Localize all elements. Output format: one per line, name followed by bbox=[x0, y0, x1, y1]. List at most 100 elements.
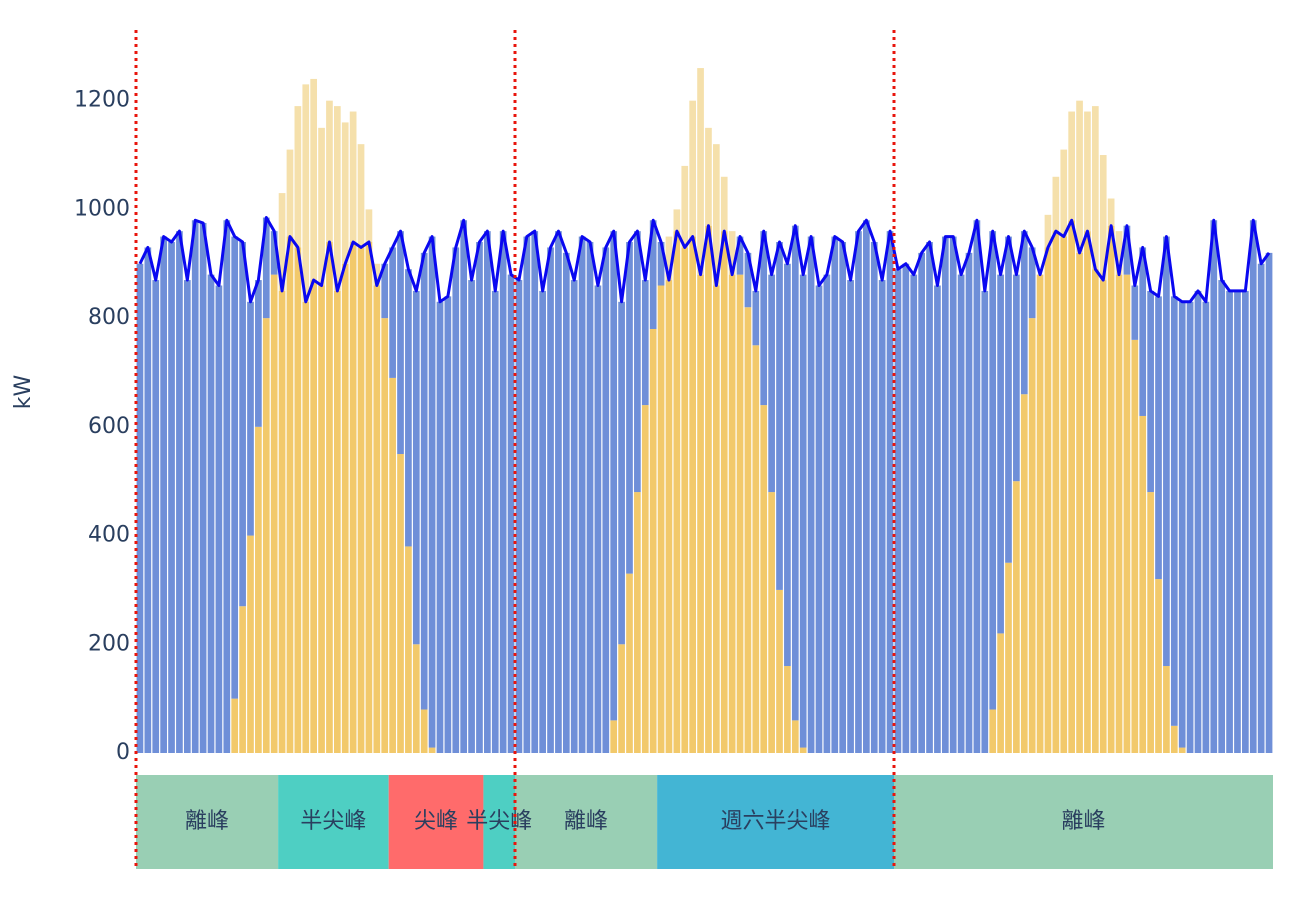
bar bbox=[1084, 111, 1091, 232]
bar bbox=[333, 290, 341, 753]
bar bbox=[752, 345, 760, 753]
bar bbox=[1249, 220, 1257, 753]
bar bbox=[1131, 339, 1139, 753]
bar bbox=[918, 252, 925, 753]
bar bbox=[1163, 666, 1170, 753]
load-line bbox=[138, 216, 1271, 304]
period-band bbox=[388, 775, 484, 869]
bar bbox=[776, 242, 783, 590]
bar bbox=[349, 111, 357, 243]
bar bbox=[1013, 274, 1020, 482]
bar bbox=[547, 247, 554, 753]
bar bbox=[1107, 198, 1115, 226]
bar bbox=[736, 236, 744, 275]
bar bbox=[649, 328, 657, 753]
y-tick-label: 200 bbox=[88, 631, 130, 656]
bar bbox=[1139, 247, 1147, 416]
bar bbox=[1123, 225, 1131, 275]
bar bbox=[681, 247, 689, 753]
bar bbox=[839, 242, 847, 754]
bar bbox=[1139, 415, 1147, 753]
bar bbox=[515, 280, 523, 753]
bar bbox=[989, 709, 997, 753]
bar bbox=[294, 106, 302, 248]
bar bbox=[618, 644, 625, 753]
bar bbox=[207, 274, 215, 753]
bar bbox=[420, 709, 428, 753]
bar bbox=[1091, 106, 1099, 270]
bar bbox=[468, 280, 475, 753]
bar bbox=[1163, 236, 1170, 667]
y-tick-label: 0 bbox=[116, 740, 130, 765]
bar bbox=[902, 263, 910, 753]
bar bbox=[420, 252, 428, 710]
bar bbox=[160, 236, 167, 754]
bar bbox=[1044, 247, 1052, 753]
bar bbox=[626, 242, 633, 574]
bar bbox=[562, 252, 570, 753]
bar bbox=[752, 290, 760, 346]
y-tick-label: 1000 bbox=[74, 196, 130, 221]
bar bbox=[791, 225, 799, 721]
bar bbox=[973, 220, 981, 753]
period-band bbox=[483, 775, 515, 869]
bar bbox=[1131, 285, 1139, 340]
y-tick-label: 400 bbox=[88, 523, 130, 548]
bar bbox=[349, 242, 357, 754]
bar bbox=[247, 535, 254, 753]
bar bbox=[1123, 274, 1131, 753]
bar bbox=[223, 220, 231, 753]
bar bbox=[1147, 290, 1154, 493]
bar bbox=[768, 492, 775, 753]
bar bbox=[199, 222, 207, 753]
bar bbox=[965, 252, 973, 753]
bar bbox=[886, 231, 894, 753]
bar bbox=[389, 247, 396, 378]
bar bbox=[949, 236, 957, 754]
bar bbox=[389, 377, 396, 753]
period-label: 尖峰 bbox=[414, 809, 458, 834]
bar bbox=[1099, 155, 1107, 281]
bar bbox=[815, 285, 823, 753]
bar bbox=[1234, 290, 1241, 753]
bar bbox=[736, 274, 744, 753]
bar bbox=[697, 68, 704, 275]
bar bbox=[523, 236, 531, 754]
bar bbox=[649, 220, 657, 329]
bar bbox=[697, 274, 704, 753]
bar bbox=[657, 242, 665, 286]
bar bbox=[491, 290, 499, 753]
bar bbox=[689, 236, 697, 754]
bar bbox=[239, 606, 246, 753]
bar bbox=[294, 247, 302, 753]
bar bbox=[373, 263, 381, 286]
bar bbox=[1060, 149, 1068, 237]
bar bbox=[341, 122, 349, 264]
bar bbox=[176, 231, 183, 753]
bar bbox=[555, 231, 562, 753]
bar bbox=[728, 274, 736, 753]
bar bbox=[452, 247, 460, 753]
bar bbox=[705, 127, 712, 226]
bar bbox=[310, 78, 318, 281]
bar bbox=[231, 698, 239, 753]
bar bbox=[1020, 394, 1028, 753]
bar bbox=[365, 242, 373, 754]
bar bbox=[910, 274, 918, 753]
bar bbox=[397, 454, 404, 753]
bar bbox=[831, 236, 839, 754]
bar bbox=[412, 290, 420, 645]
bar bbox=[791, 720, 799, 753]
bar bbox=[784, 666, 791, 753]
bar bbox=[863, 220, 870, 753]
bar bbox=[428, 236, 436, 748]
bar bbox=[476, 242, 483, 754]
bar bbox=[586, 242, 594, 754]
bar bbox=[1147, 492, 1154, 753]
bar bbox=[1202, 301, 1210, 753]
bar bbox=[144, 247, 152, 753]
bar bbox=[1044, 214, 1052, 248]
period-band bbox=[278, 775, 389, 869]
bar bbox=[641, 405, 649, 753]
bar bbox=[247, 301, 254, 536]
